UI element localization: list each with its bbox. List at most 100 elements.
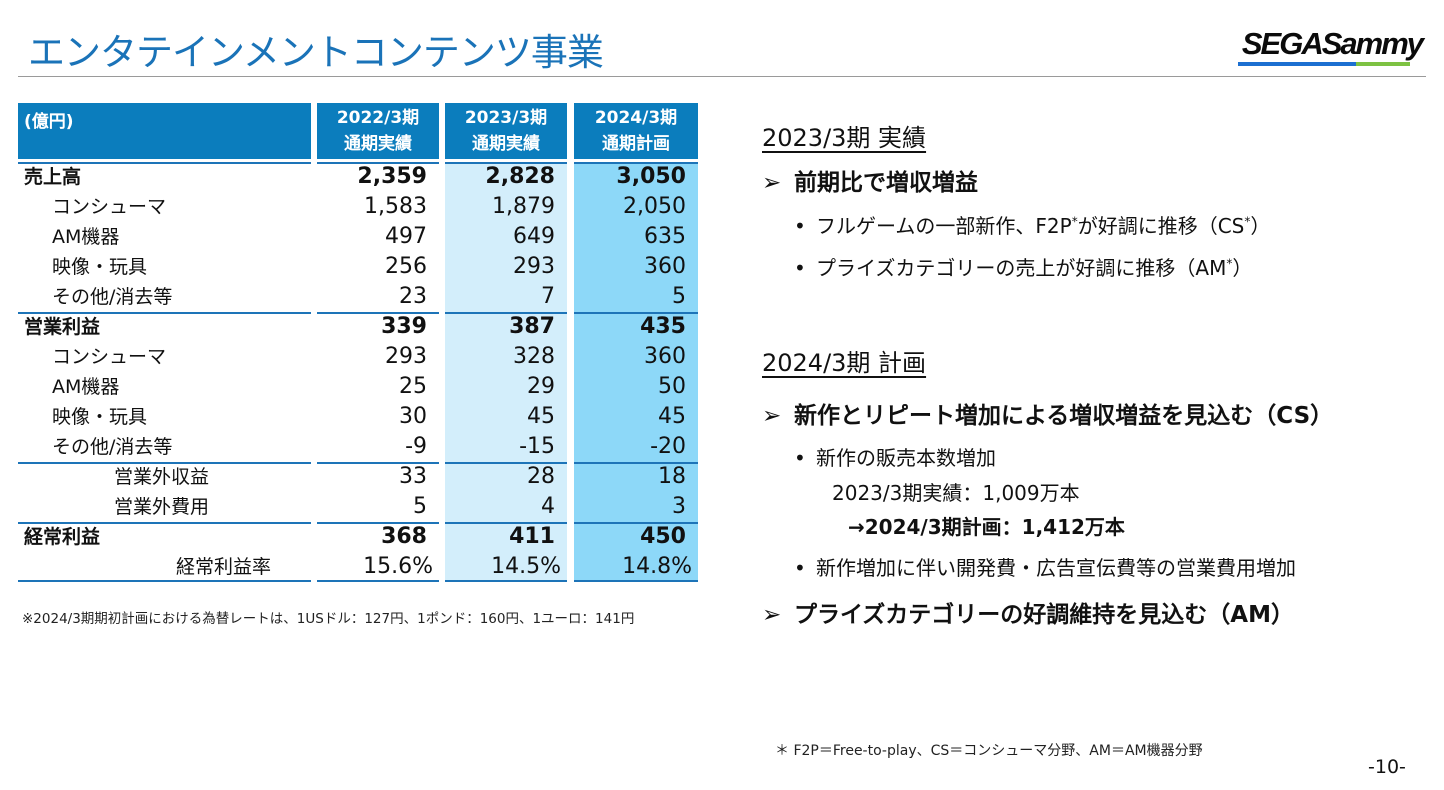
key-point-text: プライズカテゴリーの好調維持を見込む（AM）	[794, 602, 1294, 628]
cell-2024: 450	[640, 524, 686, 549]
table-row: コンシューマ 1,583 1,879 2,050	[18, 192, 698, 222]
bullet-text: フルゲームの一部新作、F2P	[816, 214, 1072, 238]
cell-2023: 293	[513, 254, 555, 279]
footnote-mark: *	[1226, 256, 1233, 271]
column-header-2023: 2023/3期 通期実績	[445, 103, 567, 159]
cell-2024: 14.8%	[622, 554, 692, 579]
sales-result-line: 2023/3期実績：1,009万本	[832, 481, 1080, 505]
table-row: その他/消去等 23 7 5	[18, 282, 698, 312]
row-label: その他/消去等	[52, 286, 173, 308]
table-rule	[317, 462, 439, 464]
table-row: 営業利益 339 387 435	[18, 312, 698, 342]
abbreviation-note: ＊ F2P＝Free-to-play、CS＝コンシューマ分野、AM＝AM機器分野	[775, 743, 1203, 759]
cell-2022: -9	[405, 434, 427, 459]
table-rule	[317, 522, 439, 524]
row-label: 営業外費用	[114, 496, 210, 518]
cell-2022: 339	[381, 314, 427, 339]
bullet-text: ）	[1232, 256, 1253, 280]
footnote-mark: *	[1244, 214, 1251, 229]
bullet-text: ）	[1250, 214, 1271, 238]
table-row: AM機器 497 649 635	[18, 222, 698, 252]
page-number: -10-	[1368, 756, 1406, 778]
cell-2023: 45	[527, 404, 555, 429]
row-label: 営業外収益	[114, 466, 210, 488]
logo-green-bar	[1356, 62, 1410, 66]
row-label: コンシューマ	[52, 346, 167, 368]
column-header-period: 2022/3期	[336, 108, 420, 128]
row-label: 映像・玩具	[52, 256, 148, 278]
table-row: 映像・玩具 30 45 45	[18, 402, 698, 432]
table-row: その他/消去等 -9 -15 -20	[18, 432, 698, 462]
cell-2024: 3	[672, 494, 686, 519]
bullet-dot-icon: •	[794, 256, 806, 280]
sub-bullet: • 新作の販売本数増加	[794, 442, 996, 471]
cell-2022: 25	[399, 374, 427, 399]
footnote-mark: *	[1071, 214, 1078, 229]
table-rule	[445, 162, 567, 164]
cell-2024: 3,050	[616, 164, 686, 189]
arrow-bullet-icon: ➢	[762, 602, 782, 628]
row-label: コンシューマ	[52, 196, 167, 218]
cell-2023: 387	[509, 314, 555, 339]
cell-2022: 1,583	[364, 194, 427, 219]
table-row: 経常利益 368 411 450	[18, 522, 698, 552]
table-rule	[445, 522, 567, 524]
cell-2024: 50	[658, 374, 686, 399]
cell-2023: 2,828	[485, 164, 555, 189]
cell-2024: 5	[672, 284, 686, 309]
column-header-period: 2023/3期	[464, 108, 548, 128]
logo-blue-bar	[1238, 62, 1356, 66]
table-rule	[18, 580, 311, 582]
cell-2023: 14.5%	[491, 554, 561, 579]
table-rule	[574, 462, 698, 464]
bullet-dot-icon: •	[794, 556, 806, 580]
sub-bullet: • 新作増加に伴い開発費・広告宣伝費等の営業費用増加	[794, 552, 1296, 581]
table-row: 営業外収益 33 28 18	[18, 462, 698, 492]
row-label: 映像・玩具	[52, 406, 148, 428]
cell-2023: 328	[513, 344, 555, 369]
column-header-type: 通期計画	[602, 134, 670, 154]
bullet-text: 新作の販売本数増加	[816, 446, 996, 470]
column-header-2022: 2022/3期 通期実績	[317, 103, 439, 159]
table-rule	[317, 162, 439, 164]
cell-2022: 33	[399, 464, 427, 489]
table-rule	[574, 162, 698, 164]
table-rule	[317, 580, 439, 582]
key-point-text: 前期比で増収増益	[794, 170, 978, 196]
cell-2023: -15	[519, 434, 555, 459]
table-rule	[574, 522, 698, 524]
table-rule	[445, 462, 567, 464]
table-row: コンシューマ 293 328 360	[18, 342, 698, 372]
table-rule	[445, 580, 567, 582]
table-rule	[574, 580, 698, 582]
sub-bullet: • フルゲームの一部新作、F2P*が好調に推移（CS*）	[794, 210, 1270, 239]
table-row: AM機器 25 29 50	[18, 372, 698, 402]
key-point-text: 新作とリピート増加による増収増益を見込む（CS）	[794, 403, 1334, 429]
row-label: その他/消去等	[52, 436, 173, 458]
cell-2024: 360	[644, 344, 686, 369]
cell-2024: -20	[650, 434, 686, 459]
cell-2024: 45	[658, 404, 686, 429]
cell-2022: 5	[413, 494, 427, 519]
row-label: 経常利益	[24, 526, 101, 548]
cell-2024: 2,050	[623, 194, 686, 219]
cell-2023: 4	[541, 494, 555, 519]
column-header-2024: 2024/3期 通期計画	[574, 103, 698, 159]
cell-2022: 293	[385, 344, 427, 369]
table-row: 映像・玩具 256 293 360	[18, 252, 698, 282]
key-point: ➢ 前期比で増収増益	[762, 163, 978, 197]
table-rule	[445, 312, 567, 314]
row-label: AM機器	[52, 376, 120, 398]
key-point: ➢ 新作とリピート増加による増収増益を見込む（CS）	[762, 396, 1333, 430]
cell-2024: 635	[644, 224, 686, 249]
exchange-rate-note: ※2024/3期期初計画における為替レートは、1USドル：127円、1ポンド：1…	[22, 611, 635, 627]
table-row: 経常利益率 15.6% 14.5% 14.8%	[18, 552, 698, 582]
cell-2022: 2,359	[357, 164, 427, 189]
table-row: 営業外費用 5 4 3	[18, 492, 698, 522]
cell-2024: 360	[644, 254, 686, 279]
right-arrow-icon: →	[848, 515, 865, 539]
row-label: AM機器	[52, 226, 120, 248]
cell-2022: 23	[399, 284, 427, 309]
cell-2022: 497	[385, 224, 427, 249]
table-rule	[18, 312, 311, 314]
